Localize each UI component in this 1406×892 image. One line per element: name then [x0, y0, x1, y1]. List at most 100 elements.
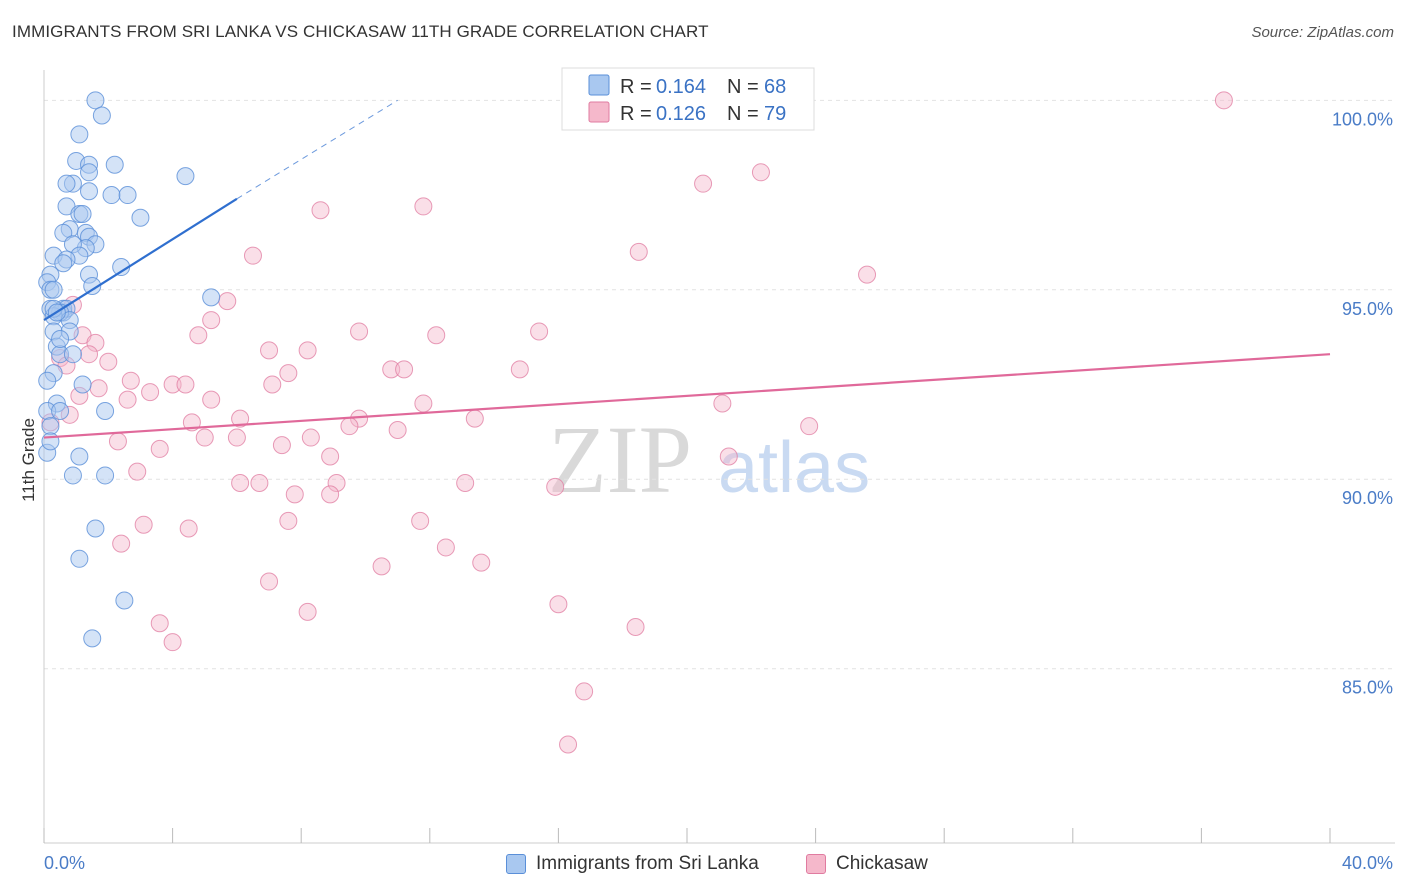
sri-lanka-point	[131, 208, 150, 227]
chickasaw-point	[260, 341, 279, 360]
chickasaw-point	[372, 557, 391, 576]
chickasaw-point	[472, 553, 491, 572]
chickasaw-point	[279, 364, 298, 383]
chickasaw-point	[456, 474, 475, 493]
legend-r-value: 0.126	[656, 103, 706, 125]
chickasaw-point	[575, 682, 594, 701]
chickasaw-point	[176, 375, 195, 394]
sri-lanka-point	[86, 519, 105, 538]
sri-lanka-point	[70, 447, 89, 466]
sri-lanka-trend-line	[43, 197, 238, 322]
chickasaw-point	[218, 292, 237, 311]
legend-swatch-pink	[588, 101, 610, 123]
legend-r-label: R =	[620, 76, 652, 98]
chickasaw-trend-line	[43, 353, 1331, 439]
chickasaw-point	[298, 602, 317, 621]
x-tick-label: 40.0%	[1342, 853, 1393, 873]
sri-lanka-point	[115, 591, 134, 610]
sri-lanka-point	[51, 402, 70, 421]
chickasaw-point	[549, 595, 568, 614]
chickasaw-point	[80, 345, 99, 364]
chickasaw-point	[395, 360, 414, 379]
chickasaw-point	[465, 409, 484, 428]
chickasaw-point	[195, 428, 214, 447]
chickasaw-point	[321, 447, 340, 466]
chickasaw-point	[243, 246, 262, 265]
sri-lanka-point	[57, 174, 76, 193]
chickasaw-point	[411, 511, 430, 530]
chickasaw-point	[694, 174, 713, 193]
sri-lanka-point	[86, 91, 105, 110]
chickasaw-point	[231, 409, 250, 428]
legend-label: Chickasaw	[836, 853, 928, 874]
chickasaw-point	[89, 379, 108, 398]
chickasaw-point	[272, 436, 291, 455]
watermark-zip: ZIP	[548, 406, 692, 513]
sri-lanka-point	[51, 330, 70, 349]
chickasaw-point	[141, 383, 160, 402]
sri-lanka-point	[80, 182, 99, 201]
legend-n-value: 68	[764, 76, 786, 98]
chickasaw-point	[559, 735, 578, 754]
chickasaw-point	[134, 515, 153, 534]
chickasaw-point	[179, 519, 198, 538]
sri-lanka-point	[41, 417, 60, 436]
chickasaw-point	[327, 474, 346, 493]
chickasaw-point	[311, 201, 330, 220]
chickasaw-point	[260, 572, 279, 591]
stats-legend: R = 0.164 N = 68 R = 0.126 N = 79	[561, 67, 815, 131]
watermark: ZIP atlas	[548, 406, 870, 513]
chickasaw-point	[858, 265, 877, 284]
chickasaw-point	[118, 390, 137, 409]
chickasaw-point	[298, 341, 317, 360]
chickasaw-point	[163, 633, 182, 652]
y-axis-label: 11th Grade	[19, 418, 38, 502]
chickasaw-point	[279, 511, 298, 530]
sri-lanka-point	[118, 186, 137, 205]
legend-r-label: R =	[620, 103, 652, 125]
chickasaw-point	[629, 242, 648, 261]
legend-item-sri-lanka[interactable]: Immigrants from Sri Lanka	[506, 853, 759, 875]
chickasaw-point	[414, 394, 433, 413]
chickasaw-point	[626, 618, 645, 637]
watermark-atlas: atlas	[718, 428, 870, 508]
chickasaw-point	[713, 394, 732, 413]
sri-lanka-point	[38, 371, 57, 390]
sri-lanka-point	[96, 466, 115, 485]
chickasaw-point	[112, 534, 131, 553]
chickasaw-point	[86, 333, 105, 352]
y-tick-label: 95.0%	[1342, 299, 1393, 319]
tick-labels: 85.0% 90.0% 95.0% 100.0% 0.0% 40.0%	[44, 109, 1393, 873]
chickasaw-point	[163, 375, 182, 394]
chickasaw-point	[121, 371, 140, 390]
y-tick-label: 85.0%	[1342, 678, 1393, 698]
sri-lanka-point	[96, 402, 115, 421]
sri-lanka-point	[105, 155, 124, 174]
sri-lanka-trend-extension	[236, 99, 398, 200]
legend-r-value: 0.164	[656, 76, 706, 98]
x-tick-label: 0.0%	[44, 853, 85, 873]
series-legend: Immigrants from Sri Lanka Chickasaw	[0, 850, 1406, 880]
chickasaw-point	[510, 360, 529, 379]
chickasaw-point	[231, 474, 250, 493]
legend-item-chickasaw[interactable]: Chickasaw	[806, 853, 928, 875]
sri-lanka-point	[73, 204, 92, 223]
chickasaw-point	[751, 163, 770, 182]
chickasaw-point	[150, 614, 169, 633]
sri-lanka-point	[63, 466, 82, 485]
chart-title: IMMIGRANTS FROM SRI LANKA VS CHICKASAW 1…	[12, 22, 709, 41]
chickasaw-point	[263, 375, 282, 394]
chickasaw-point	[202, 311, 221, 330]
chickasaw-point	[128, 462, 147, 481]
chickasaw-point	[285, 485, 304, 504]
chickasaw-point	[414, 197, 433, 216]
sri-lanka-point	[70, 125, 89, 144]
sri-lanka-point	[80, 163, 99, 182]
chickasaw-point	[301, 428, 320, 447]
legend-swatch-pink	[806, 854, 826, 874]
y-tick-label: 100.0%	[1332, 109, 1393, 129]
chickasaw-point	[321, 485, 340, 504]
sri-lanka-point	[70, 549, 89, 568]
legend-swatch-blue	[506, 854, 526, 874]
